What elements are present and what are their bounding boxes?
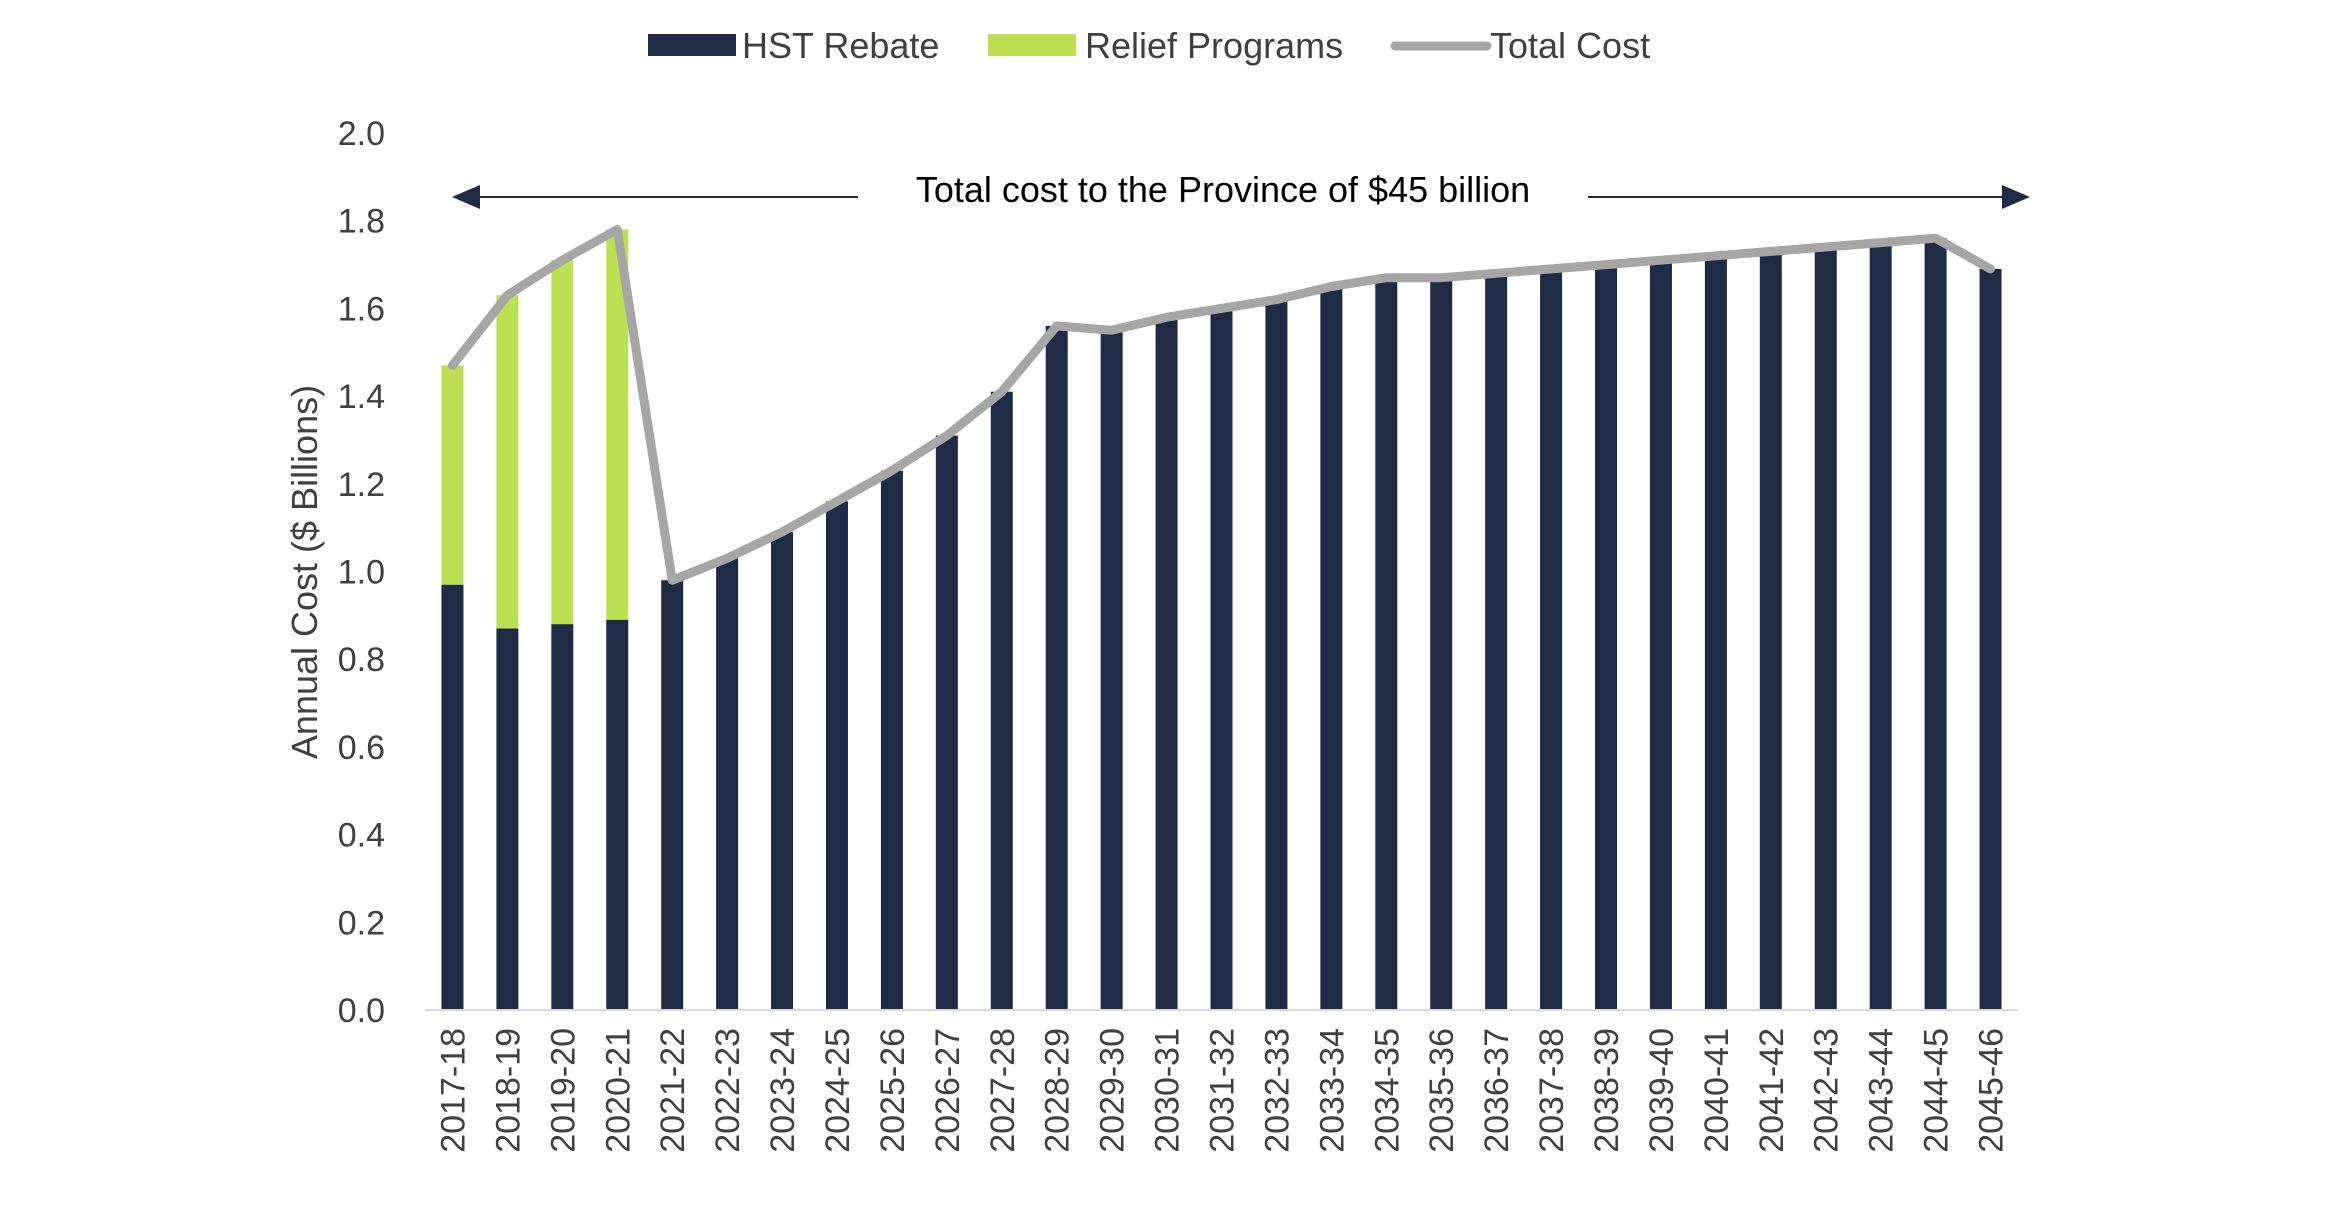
x-tick-label: 2036-37: [1478, 1028, 1516, 1153]
relief-programs-bar: [441, 365, 464, 585]
y-tick-label: 0.0: [338, 992, 385, 1030]
hst-rebate-bar: [880, 470, 903, 1010]
hst-rebate-bar: [990, 391, 1013, 1011]
y-tick-label: 2.0: [338, 115, 385, 153]
hst-rebate-bar: [1649, 260, 1672, 1010]
x-tick-label: 2024-25: [819, 1028, 857, 1153]
hst-rebate-bar: [496, 628, 519, 1010]
x-tick-label: 2022-23: [709, 1028, 747, 1153]
y-tick-label: 0.6: [338, 729, 385, 767]
legend-swatch: [988, 34, 1076, 56]
hst-rebate-bar: [935, 435, 958, 1010]
hst-rebate-bar: [1759, 251, 1782, 1010]
annotation-arrowhead-right: [2002, 185, 2030, 209]
x-tick-label: 2043-44: [1863, 1028, 1901, 1153]
hst-rebate-bar: [1210, 308, 1233, 1010]
x-tick-label: 2032-33: [1258, 1028, 1296, 1153]
legend: HST Rebate Relief Programs Total Cost: [648, 25, 1650, 66]
hst-rebate-bar: [606, 619, 629, 1010]
x-tick-label: 2041-42: [1753, 1028, 1791, 1153]
hst-rebate-bar: [1430, 277, 1453, 1011]
bars: [441, 229, 2002, 1011]
x-tick-label: 2040-41: [1698, 1028, 1736, 1153]
hst-rebate-bar: [1979, 268, 2002, 1010]
x-axis-ticks: 2017-18 2018-19 2019-20 2020-21 2021-22 2022-…: [434, 1028, 2010, 1153]
hst-rebate-bar: [551, 624, 574, 1010]
hst-rebate-bar: [1045, 325, 1068, 1010]
x-tick-label: 2045-46: [1973, 1028, 2011, 1153]
hst-rebate-bar: [1485, 273, 1508, 1010]
hst-rebate-bar: [825, 501, 848, 1010]
x-tick-label: 2030-31: [1149, 1028, 1187, 1153]
x-tick-label: 2044-45: [1918, 1028, 1956, 1153]
y-tick-label: 1.4: [338, 378, 385, 416]
x-tick-label: 2031-32: [1204, 1028, 1242, 1153]
legend-label: HST Rebate: [742, 25, 939, 66]
hst-rebate-bar: [1595, 264, 1618, 1010]
hst-rebate-bar: [1155, 317, 1178, 1010]
hst-rebate-bar: [1100, 330, 1123, 1010]
x-tick-label: 2020-21: [599, 1028, 637, 1153]
hst-rebate-bar: [1924, 238, 1947, 1011]
legend-label: Relief Programs: [1085, 25, 1343, 66]
relief-programs-bar: [551, 260, 574, 625]
x-tick-label: 2038-39: [1588, 1028, 1626, 1153]
hst-rebate-bar: [1375, 277, 1398, 1011]
x-tick-label: 2042-43: [1808, 1028, 1846, 1153]
hst-rebate-bar: [1869, 242, 1892, 1010]
hst-rebate-bar: [661, 580, 684, 1010]
x-tick-label: 2028-29: [1039, 1028, 1077, 1153]
total-cost-line-group: [448, 225, 1995, 585]
x-tick-label: 2039-40: [1643, 1028, 1681, 1153]
x-tick-label: 2037-38: [1533, 1028, 1571, 1153]
y-axis-ticks: 0.0 0.2 0.4 0.6 0.8 1.0 1.2 1.4 1.6 1.8 2.0: [338, 115, 385, 1030]
annotation-arrowhead-left: [452, 185, 480, 209]
y-tick-label: 0.2: [338, 904, 385, 942]
hst-rebate-bar: [1540, 268, 1563, 1010]
x-tick-label: 2026-27: [929, 1028, 967, 1153]
x-tick-label: 2023-24: [764, 1028, 802, 1153]
annotation-text: Total cost to the Province of $45 billio…: [916, 169, 1530, 210]
x-tick-label: 2033-34: [1313, 1028, 1351, 1153]
total-cost-line: [448, 225, 1995, 585]
x-tick-label: 2035-36: [1423, 1028, 1461, 1153]
hst-rebate-bar: [771, 532, 794, 1010]
relief-programs-bar: [606, 229, 629, 620]
hst-rebate-bar: [1320, 286, 1343, 1011]
hst-rebate-bar: [716, 558, 739, 1010]
x-tick-label: 2027-28: [984, 1028, 1022, 1153]
x-tick-label: 2029-30: [1094, 1028, 1132, 1153]
hst-rebate-bar: [1265, 299, 1288, 1010]
y-tick-label: 1.2: [338, 466, 385, 504]
hst-rebate-bar: [441, 584, 464, 1010]
x-tick-label: 2025-26: [874, 1028, 912, 1153]
hst-rebate-bar: [1814, 247, 1837, 1010]
relief-programs-bar: [496, 295, 519, 629]
y-axis-title: Annual Cost ($ Billions): [284, 385, 325, 759]
legend-swatch: [648, 34, 736, 56]
hst-rebate-bar: [1704, 255, 1727, 1010]
annotation: Total cost to the Province of $45 billio…: [452, 169, 2030, 210]
legend-label: Total Cost: [1490, 25, 1650, 66]
x-tick-label: 2019-20: [544, 1028, 582, 1153]
x-tick-label: 2018-19: [489, 1028, 527, 1153]
x-tick-label: 2034-35: [1368, 1028, 1406, 1153]
y-tick-label: 0.8: [338, 641, 385, 679]
x-tick-label: 2021-22: [654, 1028, 692, 1153]
y-tick-label: 1.8: [338, 203, 385, 241]
y-tick-label: 1.6: [338, 290, 385, 328]
x-tick-label: 2017-18: [434, 1028, 472, 1153]
y-tick-label: 1.0: [338, 554, 385, 592]
y-tick-label: 0.4: [338, 817, 385, 855]
